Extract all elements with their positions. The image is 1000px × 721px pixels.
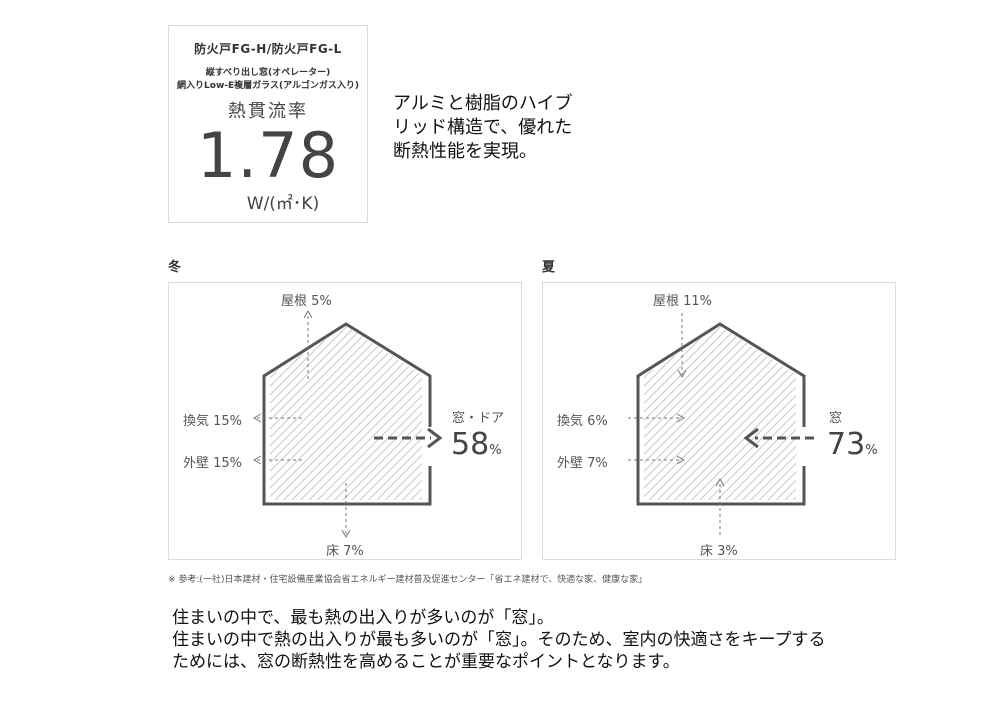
winter-ventilation-label: 換気 15% [183,414,243,429]
summer-title: 夏 [542,260,556,275]
bottom-line: 住まいの中で、最も熱の出入りが多いのが「窓」。 [172,608,554,628]
summer-house-fill [644,326,796,500]
intro-line: アルミと樹脂のハイブ [393,93,573,114]
summer-house-outline [636,322,806,506]
bottom-line: 住まいの中で熱の出入りが最も多いのが「窓」。そのため、室内の快適さをキープする [172,630,826,650]
intro-text: アルミと樹脂のハイブ リッド構造で、優れた 断熱性能を実現。 [393,92,572,164]
winter-panel: 屋根 5% 換気 15% 外壁 15% 床 7% 窓・ドア 58% [168,282,522,560]
reference-note: ※ 参考:(一社)日本建材・住宅設備産業協会省エネルギー建材普及促進センター「省… [168,575,648,585]
summer-house-diagram [628,313,814,535]
bottom-line: ためには、窓の断熱性を高めることが重要なポイントとなります。 [172,652,680,672]
product-name: 防火戸FG-H/防火戸FG-L [194,42,342,56]
intro-line: 断熱性能を実現。 [393,141,537,162]
summer-floor-label: 床 3% [700,544,738,559]
summer-panel: 屋根 11% 換気 6% 外壁 7% 床 3% 窓 73% [542,282,896,560]
metric-label: 熱貫流率 [228,101,308,122]
intro-line: リッド構造で、優れた [393,117,573,138]
summer-window-value: 73% [827,427,878,462]
winter-window-value: 58% [451,427,502,462]
summer-window-label: 窓 [829,411,843,426]
metric-unit: W/(㎡･K) [246,194,320,214]
summer-roof-label: 屋根 11% [653,294,713,309]
glass-type: 網入りLow-E複層ガラス(アルゴンガス入り) [177,81,359,91]
bottom-text: 住まいの中で、最も熱の出入りが多いのが「窓」。 住まいの中で熱の出入りが最も多い… [172,607,825,673]
winter-roof-label: 屋根 5% [281,294,332,309]
metric-value: 1.78 [196,119,340,192]
winter-house-diagram [252,309,443,539]
winter-house-fill [270,326,422,500]
winter-wall-label: 外壁 15% [183,456,243,471]
winter-floor-label: 床 7% [326,544,364,559]
winter-title: 冬 [168,260,182,275]
product-card: 防火戸FG-H/防火戸FG-L 縦すべり出し窓(オペレーター) 網入りLow-E… [168,25,368,223]
summer-ventilation-label: 換気 6% [557,414,608,429]
summer-wall-label: 外壁 7% [557,456,608,471]
winter-house-outline [262,322,432,506]
winter-window-label: 窓・ドア [452,411,505,426]
window-type: 縦すべり出し窓(オペレーター) [205,68,331,78]
